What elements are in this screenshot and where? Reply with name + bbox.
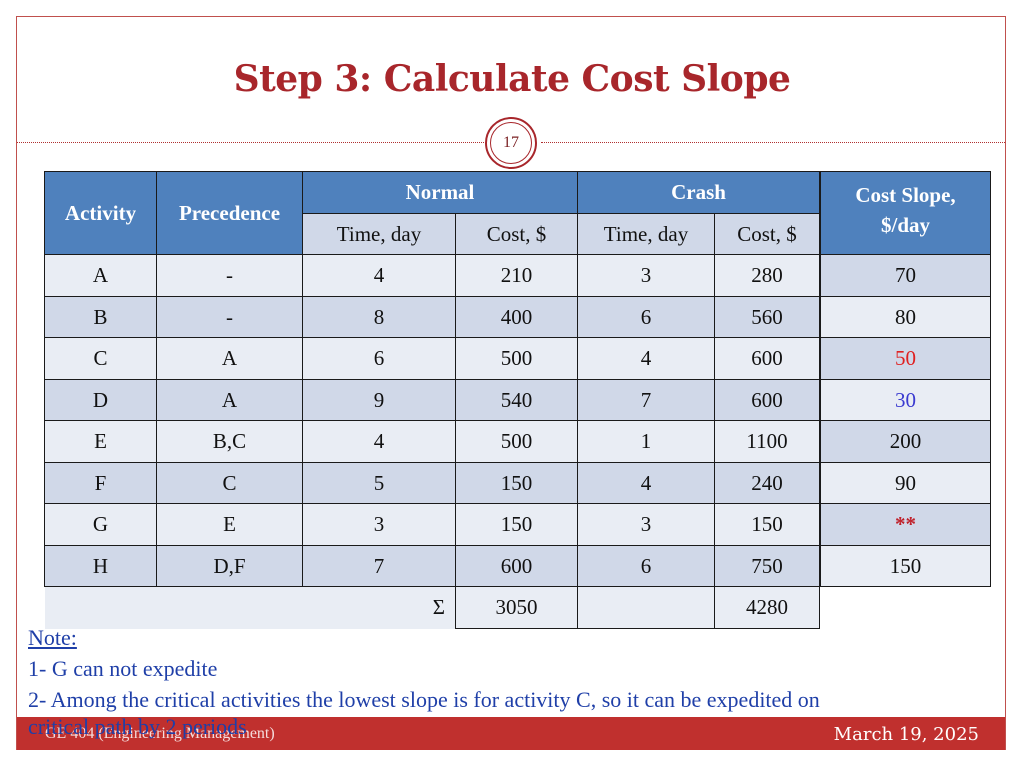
- page-number-badge: 17: [485, 117, 537, 169]
- cell-normal-cost: 600: [455, 545, 578, 587]
- page-number: 17: [490, 122, 532, 164]
- cell-crash-cost: 600: [714, 337, 820, 380]
- cell-normal-time: 4: [302, 420, 456, 463]
- cell-normal-time: 7: [302, 545, 456, 587]
- cell-precedence: A: [156, 337, 303, 380]
- slide-title: Step 3: Calculate Cost Slope: [233, 58, 791, 100]
- cell-normal-cost: 500: [455, 420, 578, 463]
- cell-slope: 200: [820, 420, 991, 463]
- note-line-2: 2- Among the critical activities the low…: [28, 687, 820, 712]
- sum-normal-cost: 3050: [455, 586, 578, 629]
- cell-activity: H: [44, 545, 157, 587]
- cost-table: Activity Precedence Normal Crash Time, d…: [44, 171, 820, 629]
- cell-precedence: A: [156, 379, 303, 421]
- table-row: B - 8 400 6 560: [44, 296, 820, 338]
- cell-crash-cost: 240: [714, 462, 820, 504]
- cell-activity: C: [44, 337, 157, 380]
- footer-bar: GE 404 (Engineering Management) March 19…: [17, 717, 1005, 750]
- cell-crash-time: 1: [577, 420, 715, 463]
- footer-date: March 19, 2025: [833, 724, 979, 745]
- cell-activity: E: [44, 420, 157, 463]
- cell-crash-time: 4: [577, 337, 715, 380]
- cell-normal-cost: 210: [455, 254, 578, 297]
- cell-normal-cost: 400: [455, 296, 578, 338]
- footer-course: GE 404 (Engineering Management): [45, 725, 275, 742]
- header-precedence: Precedence: [156, 171, 303, 255]
- cell-slope-not-expeditable: **: [820, 503, 991, 546]
- sum-crash-time-empty: [577, 586, 715, 629]
- table-row: D A 9 540 7 600: [44, 379, 820, 421]
- table-row: G E 3 150 3 150: [44, 503, 820, 546]
- cell-crash-cost: 560: [714, 296, 820, 338]
- cell-crash-cost: 280: [714, 254, 820, 297]
- cost-slope-table: Cost Slope, $/day 70 80 50 30 200 90 ** …: [820, 171, 991, 587]
- cell-crash-cost: 150: [714, 503, 820, 546]
- cell-slope: 70: [820, 254, 991, 297]
- cell-slope-highlight-blue: 30: [820, 379, 991, 421]
- cell-crash-time: 4: [577, 462, 715, 504]
- table-row: F C 5 150 4 240: [44, 462, 820, 504]
- header-normal: Normal: [302, 171, 578, 214]
- cell-normal-time: 5: [302, 462, 456, 504]
- cell-normal-time: 6: [302, 337, 456, 380]
- table-row: C A 6 500 4 600: [44, 337, 820, 380]
- cell-activity: G: [44, 503, 157, 546]
- sum-symbol: Σ: [44, 586, 456, 629]
- cell-crash-time: 3: [577, 254, 715, 297]
- header-cost-slope: Cost Slope, $/day: [820, 171, 991, 255]
- cell-activity: D: [44, 379, 157, 421]
- note-line-1: 1- G can not expedite: [28, 656, 218, 681]
- cell-normal-time: 3: [302, 503, 456, 546]
- header-activity: Activity: [44, 171, 157, 255]
- cell-precedence: -: [156, 296, 303, 338]
- cell-normal-time: 4: [302, 254, 456, 297]
- note-block: Note: 1- G can not expedite 2- Among the…: [28, 622, 820, 715]
- header-crash: Crash: [577, 171, 820, 214]
- cell-normal-cost: 540: [455, 379, 578, 421]
- cell-normal-time: 8: [302, 296, 456, 338]
- table-row: E B,C 4 500 1 1100: [44, 420, 820, 463]
- cell-precedence: -: [156, 254, 303, 297]
- cell-activity: A: [44, 254, 157, 297]
- cell-activity: F: [44, 462, 157, 504]
- divider-left: [17, 142, 484, 143]
- cell-precedence: B,C: [156, 420, 303, 463]
- header-crash-time: Time, day: [577, 213, 715, 255]
- cell-slope: 80: [820, 296, 991, 338]
- cell-activity: B: [44, 296, 157, 338]
- cell-crash-cost: 1100: [714, 420, 820, 463]
- header-normal-cost: Cost, $: [455, 213, 578, 255]
- sum-crash-cost: 4280: [714, 586, 820, 629]
- cell-normal-time: 9: [302, 379, 456, 421]
- cell-precedence: E: [156, 503, 303, 546]
- cell-normal-cost: 150: [455, 462, 578, 504]
- cell-precedence: C: [156, 462, 303, 504]
- table-row: A - 4 210 3 280: [44, 254, 820, 297]
- cell-crash-time: 3: [577, 503, 715, 546]
- cell-crash-cost: 600: [714, 379, 820, 421]
- header-normal-time: Time, day: [302, 213, 456, 255]
- cell-crash-cost: 750: [714, 545, 820, 587]
- cell-crash-time: 6: [577, 296, 715, 338]
- cell-precedence: D,F: [156, 545, 303, 587]
- cell-slope: 150: [820, 545, 991, 587]
- cell-crash-time: 7: [577, 379, 715, 421]
- note-heading: Note:: [28, 625, 77, 650]
- divider-right: [541, 142, 1005, 143]
- cell-crash-time: 6: [577, 545, 715, 587]
- header-crash-cost: Cost, $: [714, 213, 820, 255]
- cell-slope: 90: [820, 462, 991, 504]
- sum-row: Σ 3050 4280: [44, 586, 820, 629]
- cell-normal-cost: 500: [455, 337, 578, 380]
- table-row: H D,F 7 600 6 750: [44, 545, 820, 587]
- cell-slope-highlight-red: 50: [820, 337, 991, 380]
- cell-normal-cost: 150: [455, 503, 578, 546]
- note-line-3: critical path by 2 periods: [28, 714, 247, 739]
